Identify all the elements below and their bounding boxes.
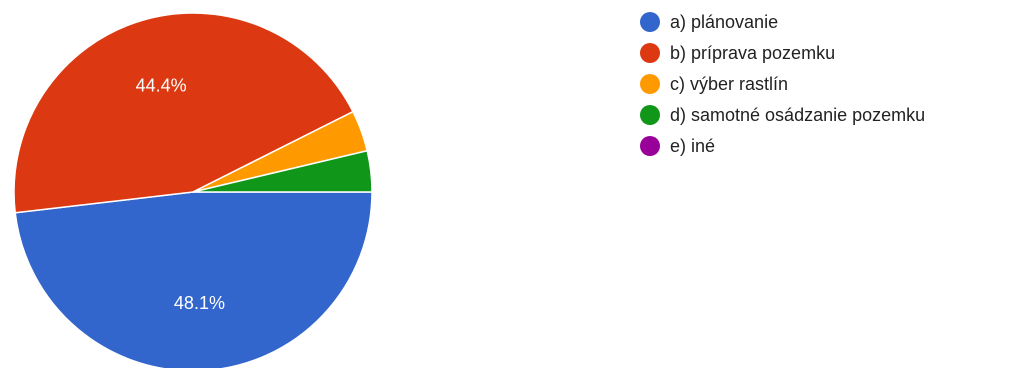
- legend-label: d) samotné osádzanie pozemku: [670, 105, 925, 125]
- legend-swatch: [640, 105, 660, 125]
- legend-item-b-priprava-pozemku[interactable]: b) príprava pozemku: [640, 43, 835, 63]
- pie-slice-b-priprava-pozemku[interactable]: [13, 12, 354, 214]
- data-label-a-planovanie: 48.1%: [174, 293, 225, 313]
- legend-label: b) príprava pozemku: [670, 43, 835, 63]
- legend-item-a-planovanie[interactable]: a) plánovanie: [640, 12, 778, 32]
- legend-label: e) iné: [670, 136, 715, 156]
- legend-swatch: [640, 136, 660, 156]
- pie-data-labels: 48.1% 44.4%: [136, 76, 225, 313]
- pie-slices: [13, 12, 373, 372]
- legend-label: c) výber rastlín: [670, 74, 788, 94]
- legend-swatch: [640, 43, 660, 63]
- legend-item-c-vyber-rastlin[interactable]: c) výber rastlín: [640, 74, 788, 94]
- legend-item-e-ine[interactable]: e) iné: [640, 136, 715, 156]
- legend-item-d-samotne-osadzanie-pozemku[interactable]: d) samotné osádzanie pozemku: [640, 105, 925, 125]
- legend: a) plánovanie b) príprava pozemku c) výber…: [640, 12, 925, 156]
- data-label-b-priprava-pozemku: 44.4%: [136, 76, 187, 96]
- legend-swatch: [640, 74, 660, 94]
- pie-slice-a-planovanie[interactable]: [14, 191, 373, 372]
- pie-slice-d-samotne-osadzanie-pozemku[interactable]: [192, 149, 373, 193]
- legend-label: a) plánovanie: [670, 12, 778, 32]
- legend-swatch: [640, 12, 660, 32]
